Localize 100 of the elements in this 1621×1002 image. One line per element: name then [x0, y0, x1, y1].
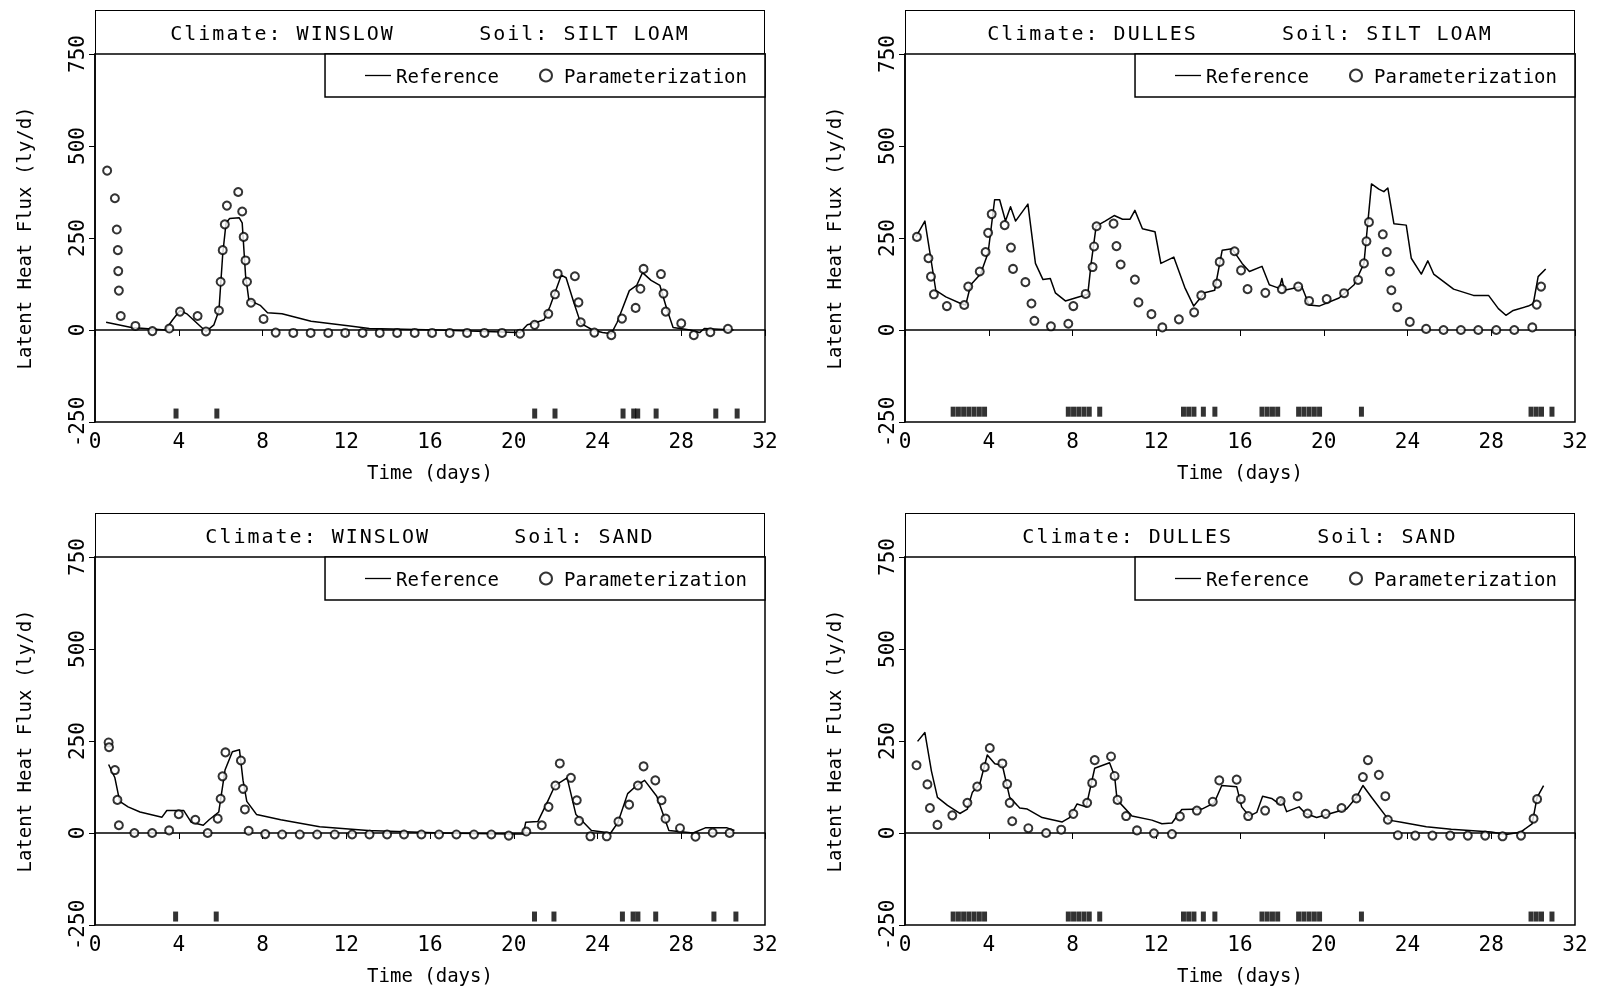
- point: [357, 327, 368, 338]
- point: [972, 781, 983, 792]
- x-tick-label: 24: [584, 931, 611, 956]
- point: [243, 825, 254, 836]
- point: [550, 289, 560, 300]
- point: [190, 814, 201, 825]
- point: [129, 828, 140, 838]
- point: [323, 327, 334, 338]
- point: [1373, 769, 1384, 780]
- point: [340, 327, 351, 338]
- point: [242, 276, 253, 287]
- point: [109, 765, 120, 776]
- legend-label: Reference: [396, 567, 499, 590]
- point: [434, 829, 444, 840]
- point: [521, 826, 532, 837]
- point: [451, 829, 462, 840]
- point: [215, 276, 226, 287]
- point: [650, 775, 661, 786]
- point: [1243, 811, 1254, 822]
- y-tick-label: -250: [64, 899, 89, 951]
- y-tick-label: -250: [874, 899, 899, 951]
- point: [575, 317, 586, 328]
- x-tick-label: 4: [982, 428, 996, 453]
- point: [722, 323, 733, 334]
- point: [1231, 774, 1242, 785]
- point: [164, 323, 175, 334]
- y-tick-label: 500: [64, 127, 89, 165]
- point: [221, 200, 232, 211]
- y-tick-label: 500: [874, 127, 899, 165]
- point: [233, 187, 244, 197]
- x-tick-label: 16: [1227, 931, 1253, 956]
- point: [1357, 772, 1368, 783]
- y-tick-label: 0: [874, 826, 899, 840]
- point: [1260, 805, 1271, 816]
- point: [1191, 805, 1202, 816]
- y-tick-label: 750: [64, 35, 89, 73]
- x-tick-label: 12: [333, 428, 359, 453]
- point: [113, 820, 124, 831]
- x-tick-label: 32: [752, 428, 778, 453]
- point: [237, 206, 248, 217]
- point: [113, 266, 124, 277]
- y-tick-label: 250: [874, 722, 899, 760]
- point: [238, 783, 249, 794]
- point: [676, 318, 687, 329]
- point: [1166, 829, 1177, 840]
- point: [550, 780, 561, 791]
- point: [656, 795, 667, 806]
- point: [239, 804, 250, 815]
- point: [503, 830, 514, 841]
- point: [529, 319, 540, 330]
- point: [130, 320, 141, 331]
- point: [1174, 811, 1185, 822]
- point: [497, 327, 508, 338]
- point: [617, 313, 627, 324]
- point: [688, 330, 699, 341]
- point: [260, 829, 271, 840]
- point: [173, 809, 184, 820]
- point: [1235, 794, 1246, 805]
- x-tick-label: 16: [417, 428, 443, 453]
- point: [569, 271, 580, 282]
- x-tick-label: 24: [1394, 428, 1421, 453]
- point: [305, 327, 316, 338]
- y-tick-label: 250: [64, 219, 89, 257]
- point: [288, 327, 299, 338]
- point: [565, 772, 576, 783]
- point: [147, 326, 158, 337]
- point: [675, 823, 685, 834]
- point: [638, 761, 649, 772]
- y-tick-label: 0: [64, 323, 89, 337]
- point: [638, 263, 649, 274]
- point: [347, 829, 358, 840]
- point: [427, 327, 438, 338]
- y-tick-label: 250: [64, 722, 89, 760]
- point: [660, 306, 671, 317]
- y-axis-title: Latent Heat Flux (ly/d): [12, 106, 35, 370]
- point: [258, 313, 269, 324]
- point: [1462, 830, 1473, 841]
- y-tick-label: -250: [64, 396, 89, 448]
- point: [1302, 808, 1313, 819]
- point: [543, 308, 554, 319]
- point: [1380, 791, 1391, 802]
- point: [399, 829, 410, 840]
- point: [164, 825, 175, 836]
- x-axis-title: Time (days): [1177, 963, 1303, 986]
- point: [462, 327, 473, 338]
- point: [1002, 779, 1013, 790]
- point: [962, 797, 973, 808]
- point: [444, 327, 455, 338]
- point: [1351, 793, 1362, 804]
- point: [630, 302, 641, 313]
- point: [409, 327, 420, 338]
- point: [111, 224, 122, 235]
- point: [1480, 830, 1491, 841]
- point: [690, 831, 701, 842]
- point: [979, 762, 990, 773]
- point: [536, 820, 547, 831]
- y-tick-label: 750: [64, 538, 89, 576]
- point: [911, 760, 922, 771]
- x-tick-label: 16: [417, 931, 443, 956]
- y-tick-label: 250: [874, 219, 899, 257]
